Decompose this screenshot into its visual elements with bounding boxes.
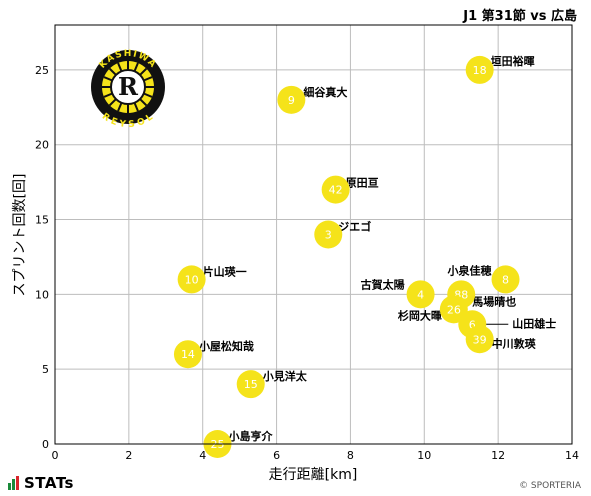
- x-tick-label: 10: [417, 449, 431, 462]
- crest-ray: [117, 62, 123, 72]
- x-axis-label: 走行距離[km]: [269, 466, 358, 483]
- bar-chart-icon: [8, 476, 19, 490]
- data-point: 9: [277, 85, 306, 114]
- x-tick-label: 6: [273, 449, 280, 462]
- point-number: 14: [181, 348, 195, 361]
- crest-ray: [133, 62, 139, 72]
- x-tick-label: 14: [565, 449, 579, 462]
- point-name-label: 山田雄士: [512, 316, 556, 330]
- point-name-label: 小屋松知哉: [198, 339, 254, 353]
- crest-ray: [143, 92, 153, 98]
- crest-ray: [108, 67, 117, 76]
- data-point: 8: [491, 265, 520, 294]
- crest-ray: [139, 98, 148, 107]
- axis-ticks: 0 2 4 6 8 10 12 14 0 5 10 15 20 25: [35, 64, 579, 462]
- crest-ray: [143, 76, 153, 82]
- y-tick-label: 5: [42, 363, 49, 376]
- point-number: 9: [288, 94, 295, 107]
- data-point: 18: [465, 55, 494, 84]
- point-number: 6: [469, 318, 476, 331]
- point-name-label: 原田亘: [346, 177, 379, 190]
- crest-ray: [108, 98, 117, 107]
- point-number: 4: [417, 288, 424, 301]
- point-number: 39: [473, 333, 487, 346]
- crest-ray: [103, 76, 113, 82]
- point-name-label: 小島亨介: [227, 429, 273, 443]
- crest-ray: [103, 92, 113, 98]
- point-name-label: 杉岡大暉: [398, 308, 442, 322]
- crest-ray: [133, 102, 139, 112]
- crest-ray: [139, 67, 148, 76]
- point-number: 10: [185, 273, 199, 286]
- data-point: 10: [177, 265, 206, 294]
- crest-letter: R: [118, 72, 139, 101]
- crest-rays: [102, 61, 154, 113]
- point-name-label: 古賀太陽: [361, 277, 405, 291]
- point-name-label: ジエゴ: [338, 220, 371, 234]
- data-point: 4: [406, 280, 435, 309]
- point-number: 42: [329, 184, 343, 197]
- point-marker: [321, 175, 350, 204]
- point-marker: [173, 340, 202, 369]
- point-marker: [314, 220, 343, 249]
- plot-frame: [54, 24, 573, 445]
- y-axis-label: スプリント回数[回]: [12, 174, 28, 297]
- point-number: 15: [244, 378, 258, 391]
- point-marker: [406, 280, 435, 309]
- y-tick-label: 20: [35, 139, 49, 152]
- data-point: 14: [173, 340, 202, 369]
- data-point: 15: [236, 370, 265, 399]
- point-marker: [465, 325, 494, 354]
- y-tick-label: 25: [35, 64, 49, 77]
- x-tick-label: 12: [491, 449, 505, 462]
- data-point: 39: [465, 325, 494, 354]
- point-name-label: 馬場晴也: [472, 294, 516, 308]
- point-name-label: 細谷真大: [303, 85, 347, 99]
- point-name-label: 片山瑛一: [203, 264, 247, 278]
- x-tick-label: 8: [347, 449, 354, 462]
- point-name-label: 小見洋太: [262, 369, 308, 383]
- point-number: 3: [325, 229, 332, 242]
- credit-text: © SPORTERIA: [519, 481, 581, 491]
- data-point: 42: [321, 175, 350, 204]
- point-number: 26: [447, 303, 461, 316]
- crest-ray: [117, 102, 123, 112]
- point-marker: [277, 85, 306, 114]
- point-number: 18: [473, 64, 487, 77]
- y-tick-label: 0: [42, 438, 49, 451]
- point-marker: [236, 370, 265, 399]
- stats-logo-text: STATs: [24, 474, 74, 492]
- x-tick-label: 4: [199, 449, 206, 462]
- x-tick-label: 0: [52, 449, 59, 462]
- y-tick-label: 10: [35, 288, 49, 301]
- point-name-label: 垣田裕暉: [491, 54, 535, 68]
- point-marker: [177, 265, 206, 294]
- x-tick-label: 2: [125, 449, 132, 462]
- point-number: 8: [502, 273, 509, 286]
- chart-title: J1 第31節 vs 広島: [463, 9, 577, 24]
- y-tick-label: 15: [35, 214, 49, 227]
- point-name-label: 小泉佳穂: [447, 263, 492, 277]
- point-name-label: 中川敦瑛: [492, 336, 537, 350]
- data-point: 3: [314, 220, 343, 249]
- stats-logo: STATs: [8, 474, 74, 492]
- point-marker: [491, 265, 520, 294]
- crest-center: [110, 69, 146, 105]
- point-marker: [465, 55, 494, 84]
- club-crest: R KASHIWA REYSOL: [91, 49, 165, 130]
